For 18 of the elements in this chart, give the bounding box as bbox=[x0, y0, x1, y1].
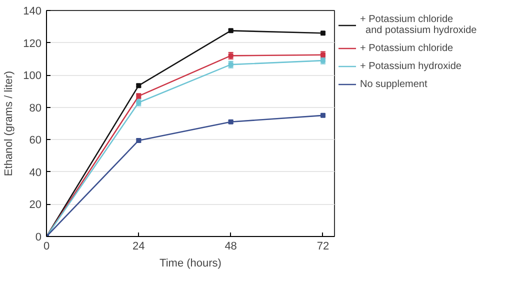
y-tick-label: 140 bbox=[23, 6, 42, 18]
x-tick-label: 48 bbox=[224, 240, 237, 252]
legend-label: + Potassium chloride and potassium hydroxide bbox=[360, 14, 477, 36]
y-tick-label: 100 bbox=[23, 70, 42, 82]
legend-label: + Potassium chloride bbox=[360, 42, 454, 54]
y-tick-label: 120 bbox=[23, 38, 42, 50]
y-tick-label: 60 bbox=[29, 134, 42, 147]
y-tick-label: 80 bbox=[29, 102, 42, 114]
y-axis-title: Ethanol (grams / liter) bbox=[3, 70, 16, 176]
y-tick-label: 20 bbox=[29, 199, 42, 212]
x-axis-title: Time (hours) bbox=[160, 258, 222, 270]
x-tick-label: 24 bbox=[132, 240, 145, 252]
legend-label: + Potassium hydroxide bbox=[360, 60, 462, 72]
legend-label: No supplement bbox=[360, 78, 428, 90]
x-tick-label: 0 bbox=[43, 240, 50, 252]
y-tick-label: 0 bbox=[35, 232, 42, 244]
x-tick-label: 72 bbox=[316, 240, 330, 252]
y-tick-label: 40 bbox=[29, 166, 42, 179]
